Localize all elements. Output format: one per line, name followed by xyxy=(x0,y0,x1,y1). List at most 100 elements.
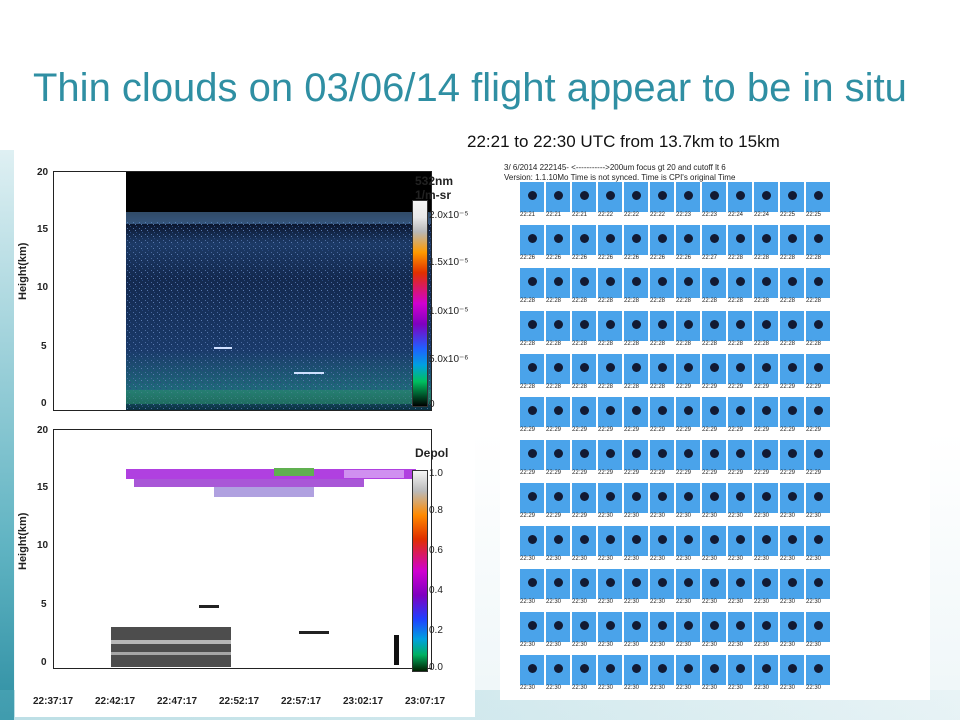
cpi-particle-image: 22:30 xyxy=(780,655,804,691)
cpi-particle-image: 22:30 xyxy=(728,483,752,519)
cpi-particle-time: 22:27 xyxy=(702,255,718,261)
cpi-particle-time: 22:28 xyxy=(676,341,692,347)
cpi-particle-time: 22:29 xyxy=(702,470,718,476)
cpi-particle-image: 22:25 xyxy=(780,182,804,218)
cpi-particle-time: 22:29 xyxy=(624,470,640,476)
cpi-particle-time: 22:30 xyxy=(520,685,536,691)
cpi-particle-image: 22:29 xyxy=(546,483,570,519)
cpi-particle-image: 22:29 xyxy=(754,397,778,433)
cpi-particle-image: 22:30 xyxy=(546,569,570,605)
cpi-particle-time: 22:29 xyxy=(520,427,536,433)
y-tick-bottom: 10 xyxy=(37,540,49,551)
cpi-particle-time: 22:30 xyxy=(572,556,588,562)
cpi-particle-image: 22:30 xyxy=(650,526,674,562)
cpi-particle-time: 22:30 xyxy=(780,599,796,605)
cpi-particle-time: 22:30 xyxy=(546,599,562,605)
cpi-particle-image: 22:29 xyxy=(624,397,648,433)
cpi-particle-image: 22:29 xyxy=(806,354,830,390)
cpi-particle-image: 22:28 xyxy=(806,311,830,347)
cpi-particle-time: 22:28 xyxy=(728,298,744,304)
cpi-particle-time: 22:21 xyxy=(572,212,588,218)
cpi-particle-image: 22:30 xyxy=(598,569,622,605)
backscatter-panel xyxy=(53,171,432,411)
depolarization-image xyxy=(111,468,416,667)
cpi-particle-image: 22:30 xyxy=(754,483,778,519)
cpi-particle-time: 22:25 xyxy=(806,212,822,218)
cpi-particle-time: 22:30 xyxy=(806,685,822,691)
cpi-particle-time: 22:28 xyxy=(650,384,666,390)
cpi-particle-image: 22:29 xyxy=(676,354,700,390)
cpi-particle-image: 22:28 xyxy=(650,311,674,347)
cpi-particle-image: 22:30 xyxy=(728,655,752,691)
bottom-colorbar xyxy=(412,470,428,672)
cpi-particle-time: 22:29 xyxy=(650,427,666,433)
cpi-particle-time: 22:29 xyxy=(702,427,718,433)
cpi-particle-image: 22:30 xyxy=(754,612,778,648)
cpi-particle-image: 22:29 xyxy=(676,440,700,476)
cpi-particle-time: 22:26 xyxy=(520,255,536,261)
cpi-particle-image: 22:30 xyxy=(572,569,596,605)
cpi-row: 22:30 22:30 22:30 22:30 22:30 22:30 22:30 22:30… xyxy=(520,655,830,697)
cpi-particle-image: 22:30 xyxy=(806,612,830,648)
cpi-row: 22:29 22:29 22:29 22:30 22:30 22:30 22:30 22:30… xyxy=(520,483,830,525)
slide-title: Thin clouds on 03/06/14 flight appear to… xyxy=(33,66,907,110)
cpi-particle-image: 22:28 xyxy=(624,311,648,347)
cpi-particle-image: 22:28 xyxy=(806,268,830,304)
cpi-particle-image: 22:28 xyxy=(598,311,622,347)
cpi-particle-grid: 22:21 22:21 22:21 22:22 22:22 22:22 22:23 22:23… xyxy=(520,182,930,700)
cpi-particle-time: 22:30 xyxy=(728,685,744,691)
cpi-particle-time: 22:29 xyxy=(780,427,796,433)
cpi-particle-image: 22:25 xyxy=(806,182,830,218)
cpi-particle-image: 22:30 xyxy=(624,655,648,691)
cpi-particle-image: 22:30 xyxy=(780,612,804,648)
cpi-particle-time: 22:28 xyxy=(650,298,666,304)
bottom-colorbar-label: 0.2 xyxy=(429,625,443,636)
cpi-particle-image: 22:30 xyxy=(806,526,830,562)
cpi-particle-time: 22:30 xyxy=(728,599,744,605)
cpi-particle-image: 22:30 xyxy=(702,526,726,562)
cpi-particle-time: 22:28 xyxy=(754,255,770,261)
cpi-particle-image: 22:29 xyxy=(572,440,596,476)
cpi-particle-image: 22:29 xyxy=(520,440,544,476)
cpi-particle-image: 22:28 xyxy=(676,311,700,347)
cpi-particle-image: 22:21 xyxy=(520,182,544,218)
cpi-particle-image: 22:29 xyxy=(624,440,648,476)
cpi-particle-time: 22:26 xyxy=(546,255,562,261)
cpi-particle-image: 22:29 xyxy=(546,440,570,476)
cpi-particle-image: 22:29 xyxy=(806,440,830,476)
cpi-particle-image: 22:30 xyxy=(546,655,570,691)
top-colorbar-title-2: 1/m-sr xyxy=(415,188,452,202)
cpi-particle-time: 22:22 xyxy=(598,212,614,218)
cpi-particle-image: 22:30 xyxy=(572,655,596,691)
cpi-particle-time: 22:26 xyxy=(598,255,614,261)
cpi-row: 22:28 22:28 22:28 22:28 22:28 22:28 22:29 22:29… xyxy=(520,354,830,396)
cpi-particle-time: 22:30 xyxy=(676,685,692,691)
cpi-particle-time: 22:26 xyxy=(624,255,640,261)
cpi-particle-time: 22:30 xyxy=(780,556,796,562)
cpi-particle-image: 22:29 xyxy=(572,483,596,519)
cpi-particle-image: 22:28 xyxy=(546,311,570,347)
cpi-particle-time: 22:29 xyxy=(754,470,770,476)
cpi-particle-image: 22:30 xyxy=(572,526,596,562)
cpi-particle-time: 22:30 xyxy=(650,642,666,648)
y-tick-top: 15 xyxy=(37,224,49,235)
side-decoration xyxy=(0,150,14,720)
top-colorbar-title-1: 532nm xyxy=(415,174,454,188)
cpi-particle-time: 22:30 xyxy=(546,685,562,691)
cpi-particle-time: 22:28 xyxy=(806,341,822,347)
cpi-particle-image: 22:28 xyxy=(572,268,596,304)
cpi-particle-time: 22:28 xyxy=(598,384,614,390)
cpi-particle-image: 22:28 xyxy=(624,268,648,304)
cpi-particle-time: 22:30 xyxy=(806,599,822,605)
cpi-particle-image: 22:30 xyxy=(806,569,830,605)
cpi-particle-image: 22:28 xyxy=(728,225,752,261)
cpi-particle-time: 22:28 xyxy=(546,341,562,347)
cpi-particle-image: 22:28 xyxy=(546,268,570,304)
cpi-particle-time: 22:30 xyxy=(624,642,640,648)
cpi-particle-time: 22:29 xyxy=(520,513,536,519)
cpi-particle-time: 22:28 xyxy=(572,298,588,304)
cpi-particle-image: 22:30 xyxy=(754,526,778,562)
cpi-particle-image: 22:28 xyxy=(780,268,804,304)
cpi-particle-time: 22:29 xyxy=(806,470,822,476)
cpi-particle-time: 22:30 xyxy=(780,513,796,519)
